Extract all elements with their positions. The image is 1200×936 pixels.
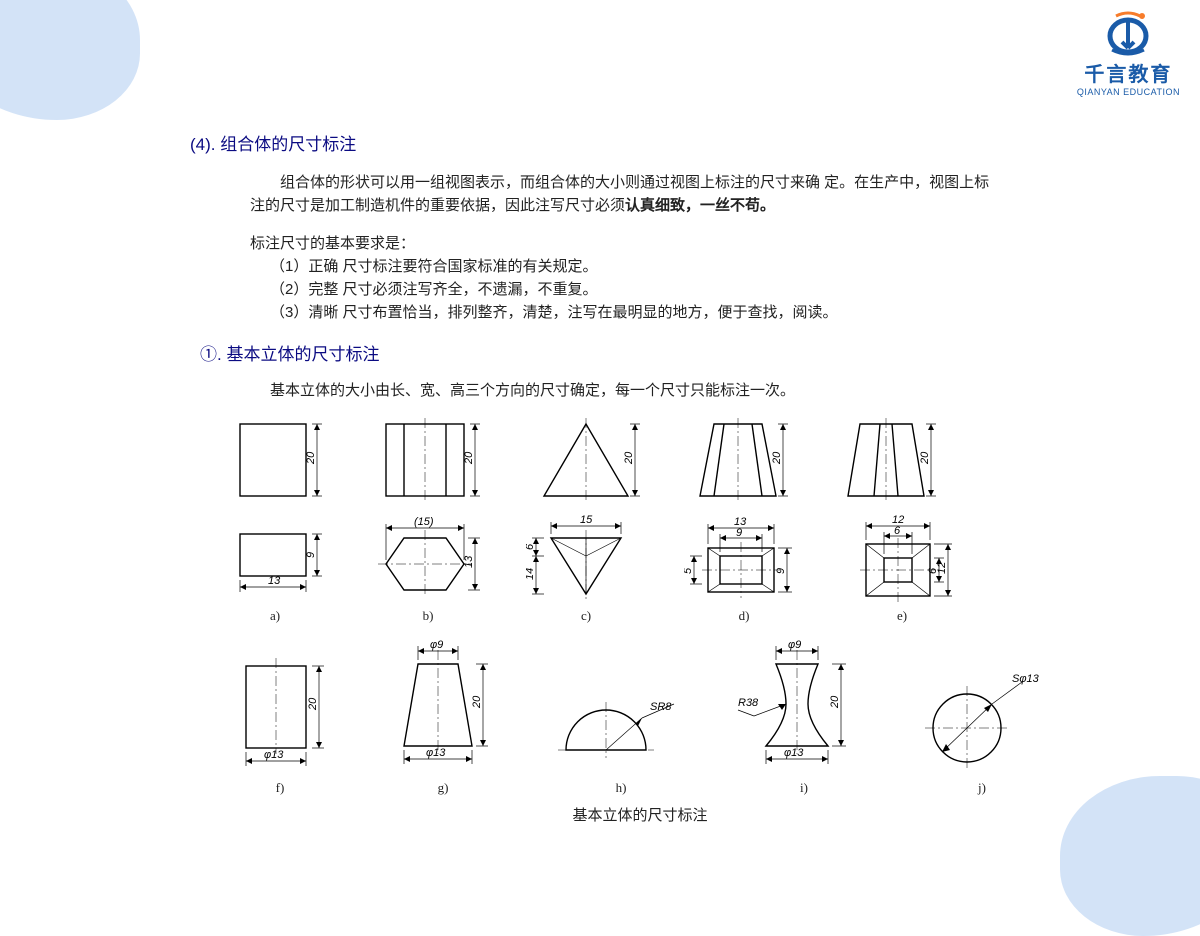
label-a: a) — [220, 608, 330, 624]
dim-i-h: 20 — [829, 695, 841, 709]
intro-pre: 组合体的形状可以用一组视图表示，而组合体的大小则通过视图上标注的尺寸来确 定。在… — [250, 174, 989, 214]
bg-decor-tl — [0, 0, 140, 120]
label-e: e) — [842, 608, 962, 624]
logo-icon — [1098, 8, 1158, 58]
requirement-1: （1）正确 尺寸标注要符合国家标准的有关规定。 — [270, 255, 1060, 278]
fig-b-top: (15) 13 — [368, 514, 488, 606]
dim-c-th2: 14 — [526, 568, 536, 580]
requirement-3: （3）清晰 尺寸布置恰当，排列整齐，清楚，注写在最明显的地方，便于查找，阅读。 — [270, 301, 1060, 324]
dim-e-th2: 12 — [936, 562, 948, 574]
dim-e-h: 20 — [919, 451, 931, 465]
dim-b-h: 20 — [463, 451, 475, 465]
fig-c-front: 20 — [526, 414, 646, 506]
figure-caption: 基本立体的尺寸标注 — [220, 804, 1060, 825]
fig-h: SR8 — [546, 678, 696, 778]
fig-a-top: 9 13 — [220, 524, 330, 606]
row-2: 20 φ13 f) φ9 — [220, 638, 1060, 796]
dim-b-tw: (15) — [414, 516, 434, 528]
requirement-2: （2）完整 尺寸必须注写齐全，不遗漏，不重复。 — [270, 278, 1060, 301]
fig-c-top: 15 6 14 — [526, 514, 646, 606]
fig-b-front: 20 — [368, 414, 488, 506]
dim-e-tw2: 6 — [894, 525, 901, 537]
dim-c-h: 20 — [623, 451, 635, 465]
brand-logo: 千言教育 QIANYAN EDUCATION — [1077, 8, 1180, 97]
fig-d-top: 13 9 9 5 — [684, 514, 804, 606]
dim-c-tw: 15 — [580, 514, 593, 526]
fig-d-front: 20 — [684, 414, 794, 506]
dim-d-tw2: 9 — [736, 527, 742, 539]
intro-bold: 认真细致，一丝不苟。 — [625, 197, 775, 214]
dim-j-d: Sφ13 — [1012, 673, 1040, 685]
label-h: h) — [546, 780, 696, 796]
fig-g: φ9 20 φ13 — [378, 638, 508, 778]
logo-text-cn: 千言教育 — [1077, 58, 1180, 87]
fig-i: φ9 R38 20 φ13 — [734, 638, 874, 778]
dim-c-th1: 6 — [526, 543, 536, 550]
label-c: c) — [526, 608, 646, 624]
fig-a-front: 20 — [220, 414, 330, 506]
dim-i-dt: φ9 — [788, 639, 801, 651]
label-b: b) — [368, 608, 488, 624]
row-1-front: 20 20 20 — [220, 414, 1060, 506]
subsection-title: ①. 基本立体的尺寸标注 — [200, 340, 1060, 365]
content: (4). 组合体的尺寸标注 组合体的形状可以用一组视图表示，而组合体的大小则通过… — [190, 130, 1060, 825]
logo-text-en: QIANYAN EDUCATION — [1077, 87, 1180, 97]
dim-d-th2: 9 — [775, 568, 787, 574]
label-j: j) — [912, 780, 1052, 796]
requirements-head: 标注尺寸的基本要求是： — [250, 232, 1060, 253]
fig-f: 20 φ13 — [220, 648, 340, 778]
bg-decor-br — [1060, 776, 1200, 936]
fig-j: Sφ13 — [912, 668, 1052, 778]
label-g: g) — [378, 780, 508, 796]
dim-i-r: R38 — [738, 697, 759, 709]
label-i: i) — [734, 780, 874, 796]
label-d: d) — [684, 608, 804, 624]
dim-g-db: φ13 — [426, 747, 446, 759]
fig-e-front: 20 — [832, 414, 942, 506]
dim-d-h: 20 — [771, 451, 783, 465]
dim-a-tw: 13 — [268, 575, 281, 587]
label-f: f) — [220, 780, 340, 796]
dim-g-dt: φ9 — [430, 639, 443, 651]
row-1-top: 9 13 a) (15) — [220, 514, 1060, 624]
dim-a-th: 9 — [305, 552, 317, 558]
fig-e-top: 12 6 6 12 — [842, 514, 962, 606]
intro-paragraph: 组合体的形状可以用一组视图表示，而组合体的大小则通过视图上标注的尺寸来确 定。在… — [250, 171, 1000, 218]
dim-a-h: 20 — [305, 451, 317, 465]
dim-h-r: SR8 — [650, 701, 672, 713]
figures: 20 20 20 — [220, 414, 1060, 825]
subsection-text: 基本立体的大小由长、宽、高三个方向的尺寸确定，每一个尺寸只能标注一次。 — [270, 379, 1000, 400]
dim-d-th1: 5 — [684, 567, 694, 574]
dim-b-th: 13 — [463, 555, 475, 568]
dim-i-db: φ13 — [784, 747, 804, 759]
dim-f-d: φ13 — [264, 749, 284, 761]
section-title: (4). 组合体的尺寸标注 — [190, 130, 1060, 155]
dim-g-h: 20 — [471, 695, 483, 709]
dim-f-h: 20 — [307, 697, 319, 711]
